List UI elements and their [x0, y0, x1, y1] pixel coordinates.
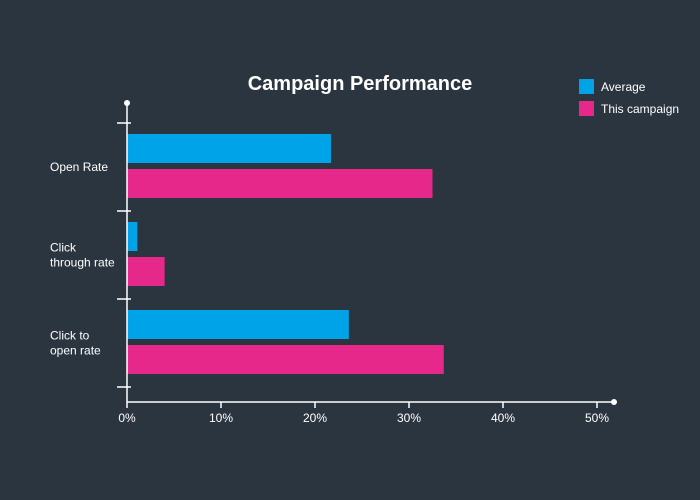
bar-average-1 — [127, 222, 138, 251]
tick-labels: 0% 10% 20% 30% 40% 50% — [118, 411, 609, 425]
chart-title: Campaign Performance — [248, 73, 473, 95]
bar-average-2 — [127, 310, 349, 339]
bar-this-campaign-2 — [127, 345, 444, 374]
bar-average-0 — [127, 134, 331, 163]
category-label-2: Click to open rate — [50, 329, 101, 358]
bar-this-campaign-0 — [127, 169, 433, 198]
category-label-0: Open Rate — [50, 160, 108, 174]
legend: Average This campaign — [579, 79, 679, 116]
legend-label-1: This campaign — [601, 102, 679, 116]
x-tick-label-2: 20% — [303, 411, 327, 425]
category-label-1: Click through rate — [50, 241, 115, 270]
legend-label-0: Average — [601, 80, 646, 94]
x-tick-label-3: 30% — [397, 411, 421, 425]
x-axis-end-dot — [611, 399, 617, 405]
legend-swatch-1 — [579, 101, 594, 116]
bar-this-campaign-1 — [127, 257, 165, 286]
axes — [117, 100, 617, 408]
x-tick-label-0: 0% — [118, 411, 136, 425]
y-axis-end-dot — [124, 100, 130, 106]
legend-swatch-0 — [579, 79, 594, 94]
x-tick-label-5: 50% — [585, 411, 609, 425]
bars — [127, 134, 444, 374]
x-tick-label-1: 10% — [209, 411, 233, 425]
x-tick-label-4: 40% — [491, 411, 515, 425]
category-labels: Open Rate Click through rate Click to open r… — [50, 160, 115, 358]
